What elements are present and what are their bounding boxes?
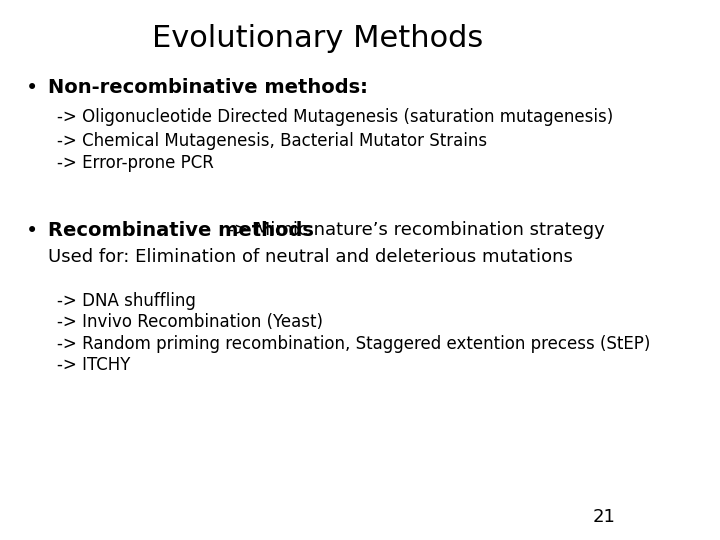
Text: Recombinative methods: Recombinative methods [48, 221, 313, 240]
Text: 21: 21 [593, 509, 616, 526]
Text: -> Oligonucleotide Directed Mutagenesis (saturation mutagenesis): -> Oligonucleotide Directed Mutagenesis … [57, 108, 613, 126]
Text: -> Chemical Mutagenesis, Bacterial Mutator Strains: -> Chemical Mutagenesis, Bacterial Mutat… [57, 132, 487, 150]
Text: -> Mimic nature’s recombination strategy: -> Mimic nature’s recombination strategy [216, 221, 605, 239]
Text: Non-recombinative methods:: Non-recombinative methods: [48, 78, 367, 97]
Text: -> Error-prone PCR: -> Error-prone PCR [57, 154, 214, 172]
Text: •: • [25, 221, 37, 241]
Text: •: • [25, 78, 37, 98]
Text: -> ITCHY: -> ITCHY [57, 356, 130, 374]
Text: -> Random priming recombination, Staggered extention precess (StEP): -> Random priming recombination, Stagger… [57, 335, 650, 353]
Text: -> DNA shuffling: -> DNA shuffling [57, 292, 196, 309]
Text: Used for: Elimination of neutral and deleterious mutations: Used for: Elimination of neutral and del… [48, 248, 572, 266]
Text: Evolutionary Methods: Evolutionary Methods [152, 24, 483, 53]
Text: -> Invivo Recombination (Yeast): -> Invivo Recombination (Yeast) [57, 313, 323, 331]
